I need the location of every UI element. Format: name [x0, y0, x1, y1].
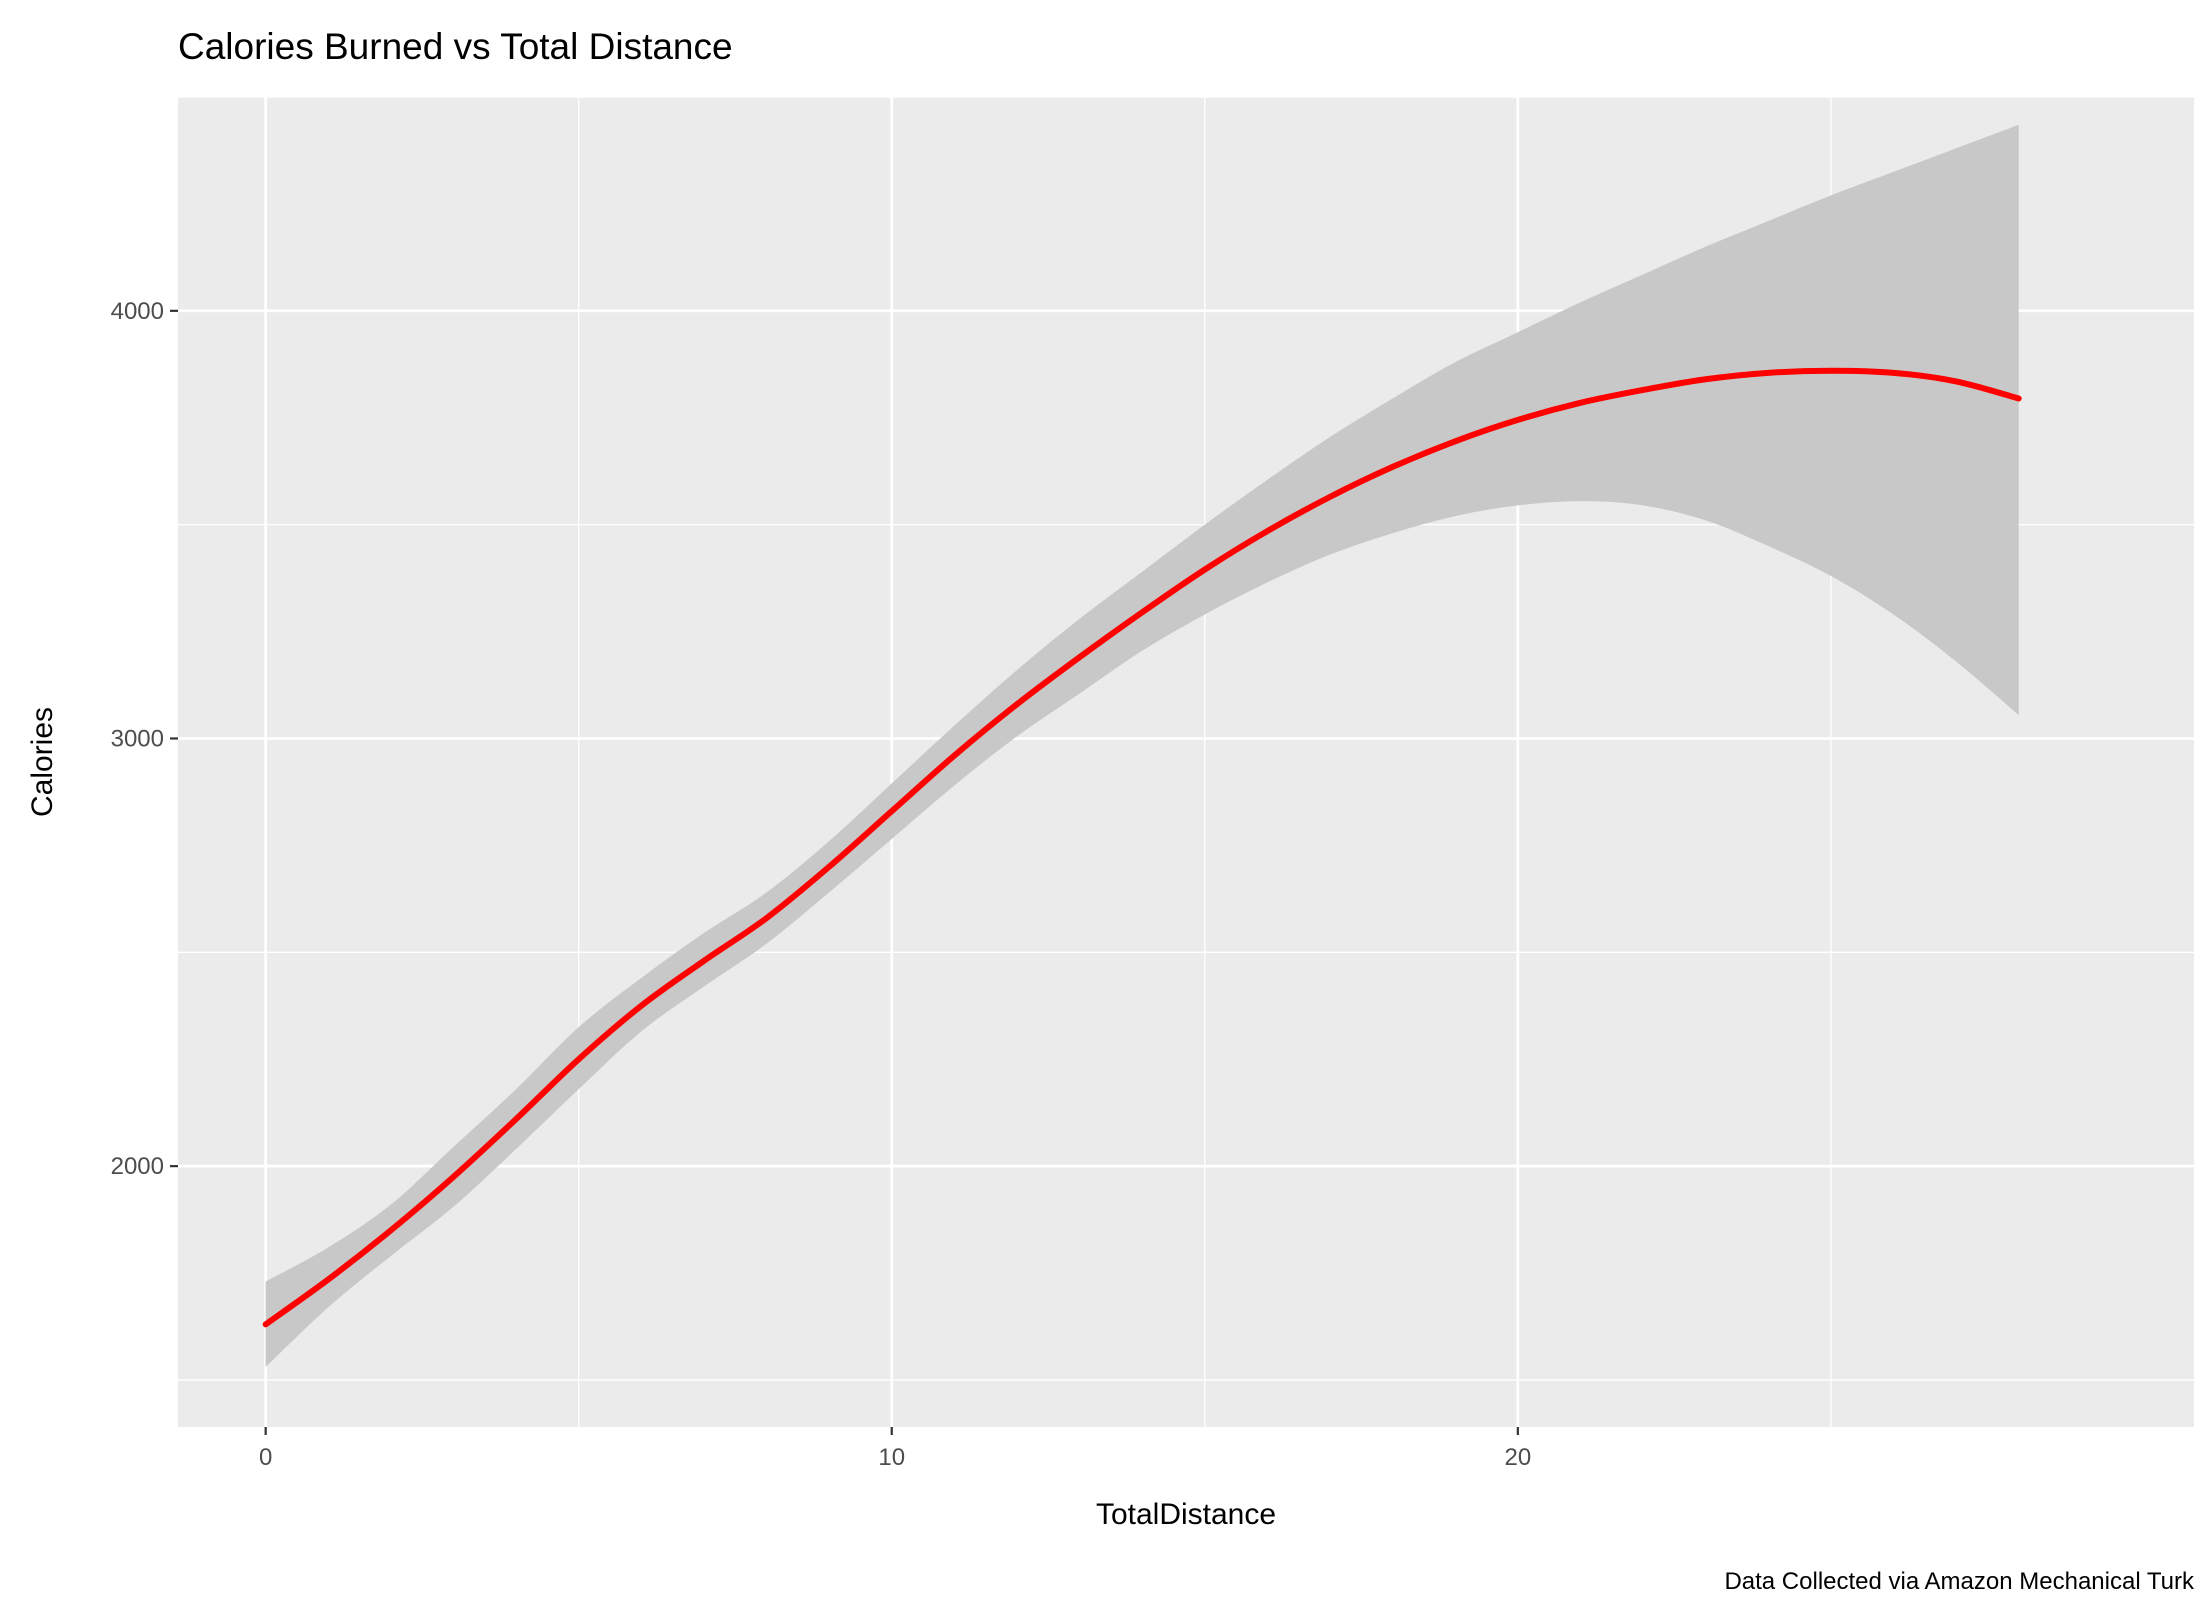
- x-tick-label: 20: [1504, 1444, 1531, 1471]
- x-axis-title: TotalDistance: [1096, 1498, 1276, 1531]
- y-tick-label: 4000: [111, 298, 164, 325]
- y-axis-title: Calories: [26, 707, 59, 817]
- plot-area: [178, 96, 2194, 1427]
- y-tick-label: 2000: [111, 1153, 164, 1180]
- major-gridlines: [178, 97, 2194, 1427]
- axes: 0 10 20 2000 3000 4000: [111, 298, 1532, 1471]
- chart-title: Calories Burned vs Total Distance: [178, 26, 733, 67]
- confidence-ribbon: [265, 124, 2019, 1368]
- series-line: [262, 367, 2022, 1328]
- x-tick-label: 0: [259, 1444, 272, 1471]
- x-tick-label: 10: [878, 1444, 905, 1471]
- y-tick-label: 3000: [111, 725, 164, 752]
- chart-caption: Data Collected via Amazon Mechanical Tur…: [1724, 1568, 2195, 1595]
